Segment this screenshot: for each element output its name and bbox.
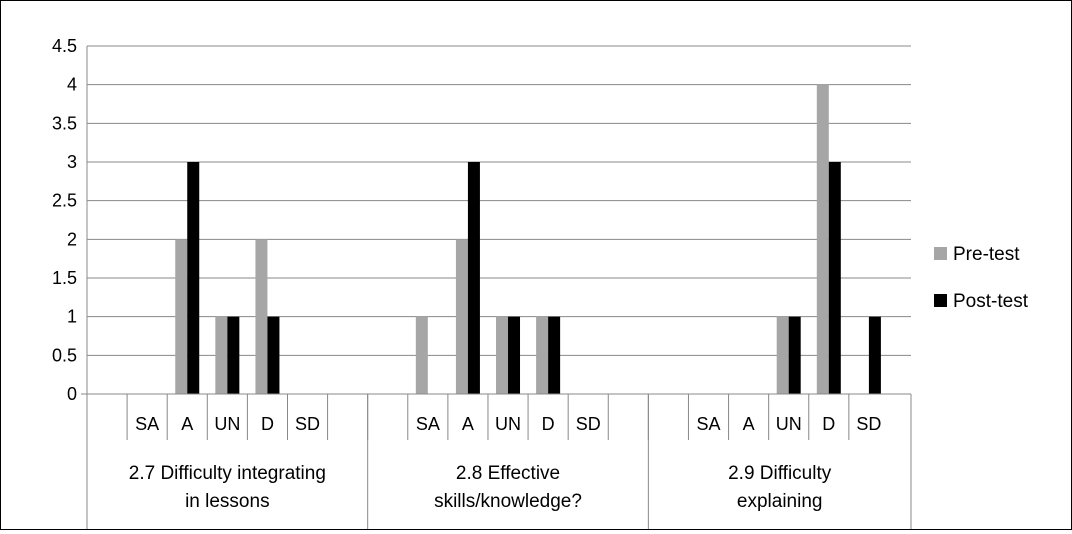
x-category-label: SD bbox=[295, 414, 320, 434]
bar-post-test bbox=[187, 162, 200, 394]
bar-pre-test bbox=[816, 84, 829, 395]
bars bbox=[175, 84, 881, 395]
bar-pre-test bbox=[496, 316, 509, 394]
x-category-label: A bbox=[181, 414, 193, 434]
y-tick-label: 1 bbox=[67, 307, 77, 327]
x-category-label: D bbox=[542, 414, 555, 434]
x-category-label: SA bbox=[697, 414, 721, 434]
y-tick-label: 2 bbox=[67, 229, 77, 249]
bar-pre-test bbox=[255, 239, 268, 394]
bar-post-test bbox=[788, 316, 801, 394]
y-tick-label: 0.5 bbox=[52, 345, 77, 365]
x-group-label: 2.7 Difficulty integrating bbox=[129, 463, 326, 484]
bar-pre-test bbox=[175, 239, 188, 394]
x-category-label: D bbox=[261, 414, 274, 434]
legend-label: Post-test bbox=[953, 291, 1029, 312]
x-category-label: UN bbox=[214, 414, 240, 434]
axes bbox=[81, 46, 912, 529]
y-tick-label: 3 bbox=[67, 152, 77, 172]
x-category-label: SA bbox=[135, 414, 159, 434]
bar-post-test bbox=[508, 316, 521, 394]
y-tick-label: 4 bbox=[67, 75, 77, 95]
y-tick-labels: 0 0.5 1 1.5 2 2.5 3 3.5 4 4.5 bbox=[52, 36, 77, 404]
x-group-label: 2.8 Effective bbox=[456, 463, 560, 484]
x-group-label: in lessons bbox=[185, 491, 270, 512]
gridlines bbox=[87, 45, 911, 356]
x-category-label: A bbox=[743, 414, 755, 434]
y-tick-label: 1.5 bbox=[52, 268, 77, 288]
x-category-label: UN bbox=[776, 414, 802, 434]
x-category-label: SD bbox=[856, 414, 881, 434]
y-tick-label: 0 bbox=[67, 384, 77, 404]
legend-label: Pre-test bbox=[953, 244, 1020, 265]
y-tick-label: 3.5 bbox=[52, 113, 77, 133]
x-category-label: D bbox=[822, 414, 835, 434]
y-tick-label: 2.5 bbox=[52, 191, 77, 211]
bar-post-test bbox=[548, 316, 561, 394]
bar-post-test bbox=[267, 316, 280, 394]
bar-pre-test bbox=[455, 239, 468, 394]
legend-swatch-pre-test bbox=[934, 247, 947, 260]
x-group-label: skills/knowledge? bbox=[434, 491, 582, 512]
x-category-label: SD bbox=[576, 414, 601, 434]
x-category-label: SA bbox=[416, 414, 440, 434]
bar-post-test bbox=[227, 316, 240, 394]
legend: Pre-test Post-test bbox=[934, 244, 1029, 312]
legend-swatch-post-test bbox=[934, 294, 947, 307]
bar-pre-test bbox=[415, 316, 428, 394]
x-category-labels: SA A UN D SD SA A UN D SD SA A UN D SD bbox=[135, 414, 881, 434]
bar-pre-test bbox=[776, 316, 789, 394]
x-category-label: UN bbox=[495, 414, 521, 434]
y-tick-label: 4.5 bbox=[52, 36, 77, 56]
bar-post-test bbox=[467, 162, 480, 394]
bar-post-test bbox=[868, 316, 881, 394]
bar-pre-test bbox=[536, 316, 549, 394]
bar-post-test bbox=[828, 162, 841, 394]
bar-pre-test bbox=[215, 316, 228, 394]
x-group-labels: 2.7 Difficulty integrating in lessons 2.8 … bbox=[129, 463, 832, 512]
x-group-label: explaining bbox=[737, 491, 823, 512]
x-group-label: 2.9 Difficulty bbox=[728, 463, 832, 484]
x-category-label: A bbox=[462, 414, 474, 434]
